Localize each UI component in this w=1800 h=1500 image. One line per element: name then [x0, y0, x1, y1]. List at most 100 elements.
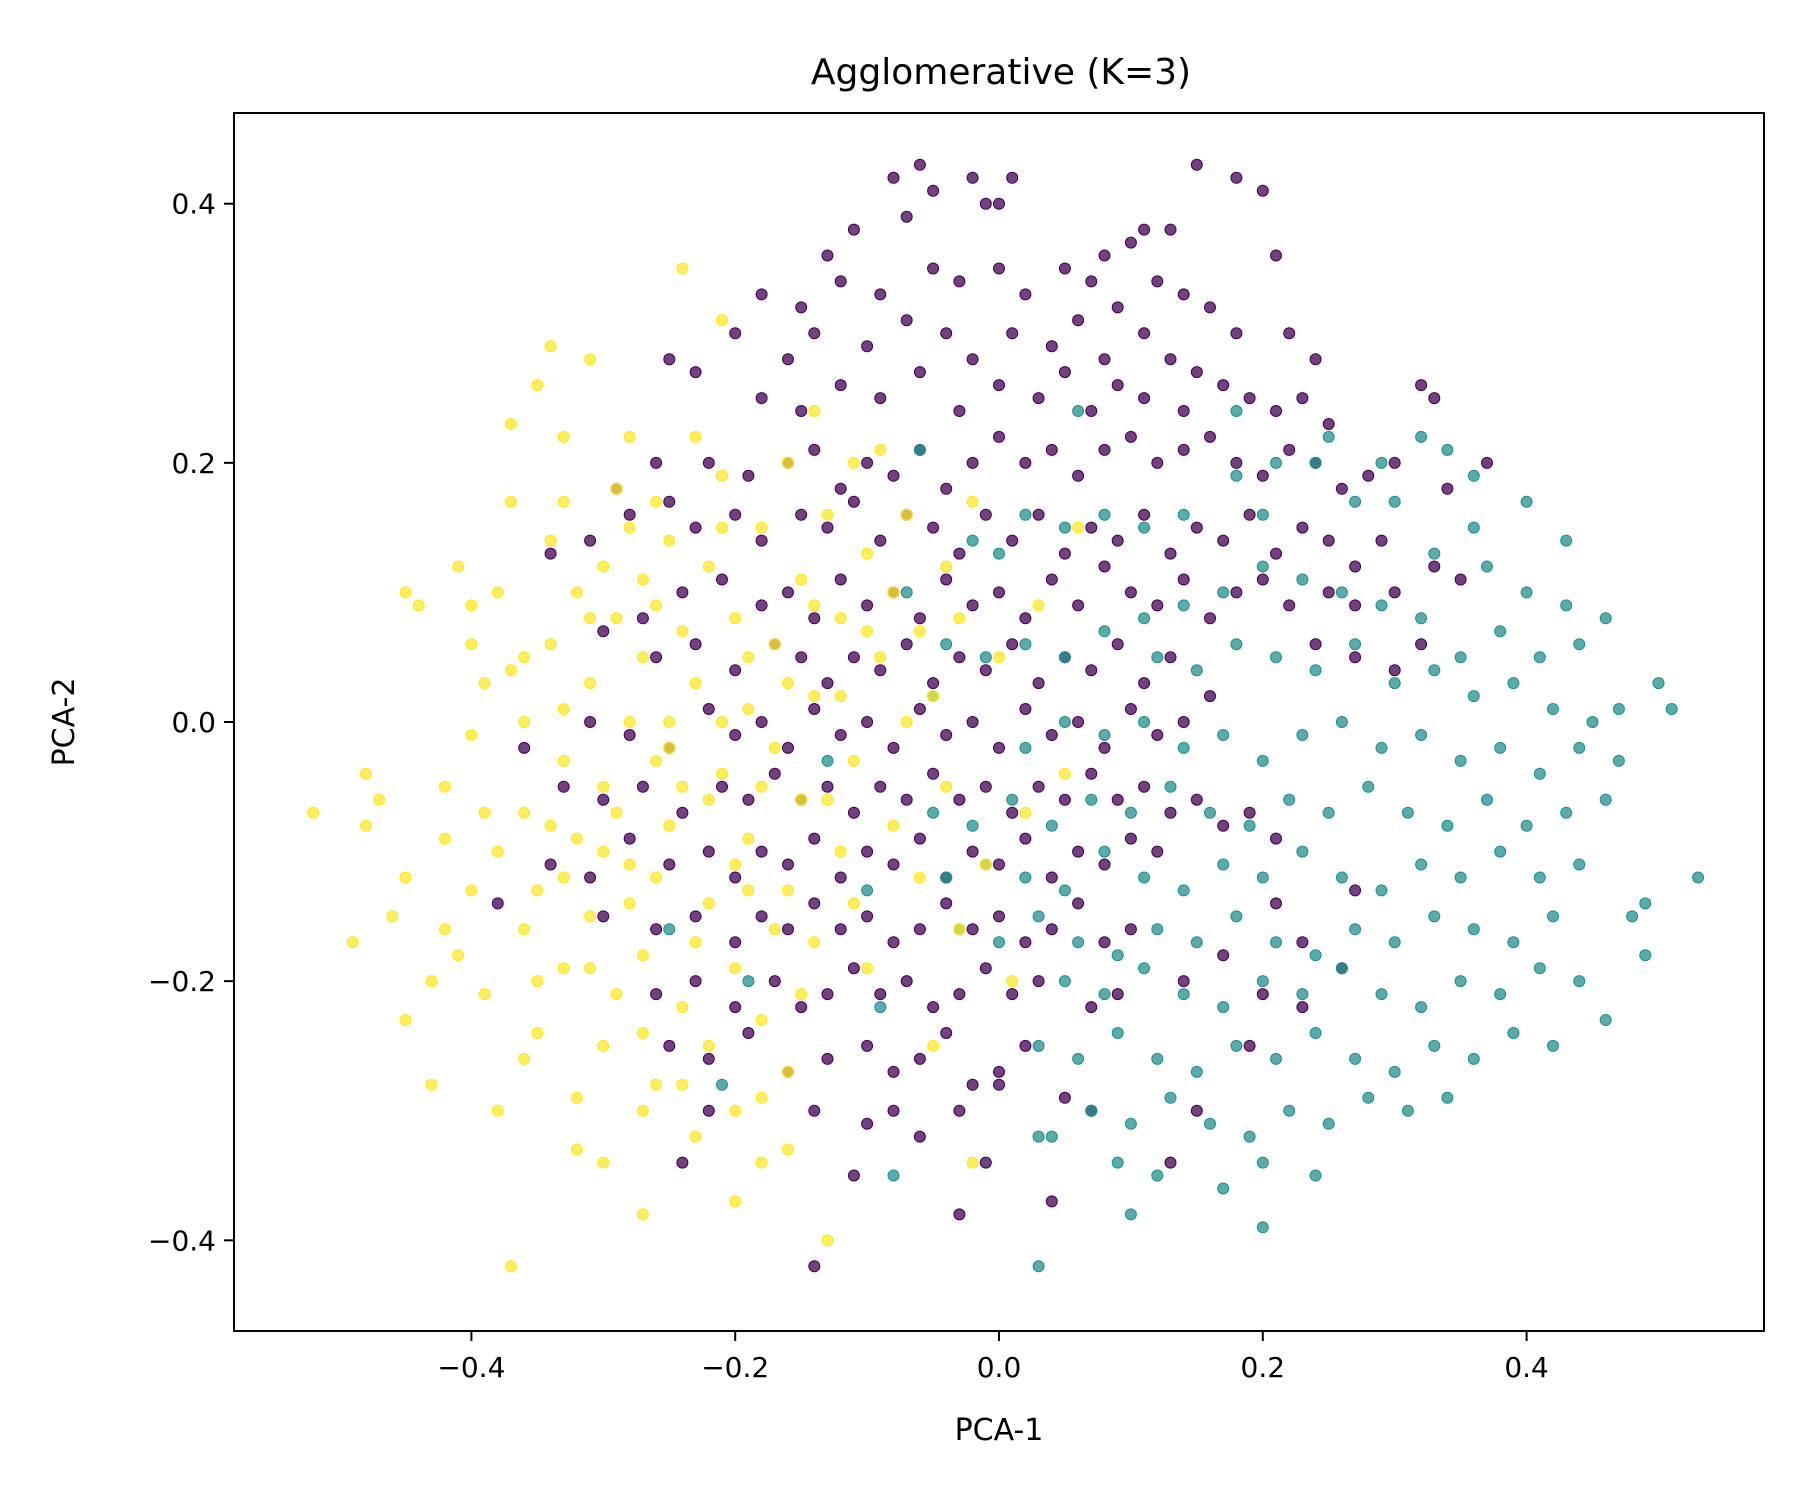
- cluster-0-point: [913, 923, 926, 936]
- points-layer: [307, 158, 1705, 1273]
- cluster-0-point: [834, 482, 847, 495]
- cluster-0-point: [1164, 223, 1177, 236]
- cluster-1-point: [1454, 754, 1467, 767]
- cluster-0-point: [1177, 443, 1190, 456]
- cluster-0-point: [1072, 845, 1085, 858]
- cluster-0-point: [755, 910, 768, 923]
- cluster-0-point: [953, 793, 966, 806]
- cluster-0-point: [1045, 443, 1058, 456]
- cluster-0-point: [874, 988, 887, 1001]
- cluster-0-point: [1085, 767, 1098, 780]
- cluster-2-point: [755, 1156, 768, 1169]
- cluster-0-point: [900, 638, 913, 651]
- cluster-0-point: [966, 353, 979, 366]
- cluster-1-point: [1428, 910, 1441, 923]
- cluster-0-point: [1098, 560, 1111, 573]
- cluster-0-point: [1138, 508, 1151, 521]
- cluster-1-point: [1270, 1052, 1282, 1065]
- cluster-0-point: [1283, 443, 1296, 456]
- cluster-0-point: [927, 262, 940, 275]
- cluster-1-point: [1230, 1039, 1243, 1052]
- cluster-2-point: [676, 1078, 689, 1091]
- cluster-0-point: [1270, 249, 1282, 262]
- cluster-1-point: [1283, 1104, 1296, 1117]
- cluster-2-point: [716, 767, 728, 780]
- cluster-0-point: [1454, 573, 1467, 586]
- cluster-1-point: [1481, 793, 1493, 806]
- cluster-2-point: [755, 521, 768, 534]
- cluster-1-point: [1428, 547, 1441, 560]
- cluster-2-point: [531, 975, 544, 988]
- cluster-1-point: [1507, 677, 1520, 690]
- cluster-2-point: [636, 573, 649, 586]
- cluster-1-point: [1098, 988, 1111, 1001]
- cluster-1-point: [1415, 729, 1428, 741]
- cluster-0-point: [808, 612, 821, 625]
- cluster-1-point: [1401, 1104, 1414, 1117]
- cluster-0-point: [1256, 184, 1269, 197]
- cluster-0-point: [1428, 392, 1441, 405]
- cluster-0-point: [927, 521, 940, 534]
- cluster-1-point: [1270, 456, 1282, 469]
- cluster-1-point: [1019, 508, 1032, 521]
- cluster-2-point: [650, 871, 663, 884]
- cluster-2-point: [729, 1104, 742, 1117]
- cluster-0-point: [623, 832, 636, 845]
- cluster-1-point: [1217, 1001, 1230, 1014]
- cluster-2-point: [847, 754, 860, 767]
- cluster-0-point: [847, 806, 860, 819]
- cluster-0-point: [1164, 353, 1177, 366]
- cluster-0-point: [1270, 832, 1282, 845]
- cluster-0-point: [847, 651, 860, 664]
- cluster-0-point: [1283, 599, 1296, 612]
- cluster-1-point: [1335, 871, 1348, 884]
- cluster-0-point: [795, 1001, 808, 1014]
- cluster-1-point: [940, 638, 953, 651]
- cluster-0-point: [1164, 651, 1177, 664]
- cluster-2-point: [636, 1027, 649, 1039]
- cluster-0-point: [729, 871, 742, 884]
- cluster-1-point: [1296, 988, 1309, 1001]
- cluster-1-point: [1454, 871, 1467, 884]
- cluster-1-point: [1520, 819, 1533, 832]
- cluster-0-point: [755, 288, 768, 301]
- cluster-0-point: [1375, 534, 1388, 547]
- cluster-0-point: [847, 1169, 860, 1182]
- cluster-0-point: [1177, 405, 1190, 417]
- cluster-0-point: [953, 405, 966, 417]
- cluster-0-point: [861, 340, 874, 353]
- cluster-2-point: [716, 469, 728, 482]
- cluster-1-point: [1375, 741, 1388, 754]
- cluster-2-point: [900, 716, 913, 728]
- cluster-2-point: [808, 599, 821, 612]
- cluster-1-point: [1098, 625, 1111, 638]
- cluster-2-point: [518, 1052, 531, 1065]
- y-axis-label: PCA-2: [47, 678, 82, 767]
- cluster-0-point: [808, 832, 821, 845]
- cluster-1-point: [1533, 962, 1546, 975]
- cluster-0-point: [663, 495, 676, 508]
- cluster-2-point: [979, 858, 992, 871]
- cluster-0-point: [1124, 586, 1137, 599]
- cluster-1-point: [1507, 936, 1520, 949]
- cluster-1-point: [1032, 1039, 1045, 1052]
- cluster-2-point: [847, 456, 860, 469]
- cluster-0-point: [782, 858, 794, 871]
- cluster-2-point: [663, 741, 676, 754]
- cluster-1-point: [1467, 690, 1480, 703]
- cluster-0-point: [1019, 703, 1032, 715]
- cluster-0-point: [1230, 327, 1243, 340]
- cluster-1-point: [821, 754, 834, 767]
- cluster-0-point: [1349, 599, 1362, 612]
- cluster-1-point: [1243, 819, 1256, 832]
- cluster-1-point: [1243, 1130, 1256, 1143]
- cluster-2-point: [768, 638, 781, 651]
- cluster-0-point: [1190, 793, 1203, 806]
- cluster-1-point: [1177, 508, 1190, 521]
- cluster-2-point: [821, 508, 834, 521]
- cluster-1-point: [1138, 612, 1151, 625]
- cluster-1-point: [1085, 793, 1098, 806]
- cluster-0-point: [1190, 158, 1203, 171]
- cluster-1-point: [1032, 910, 1045, 923]
- cluster-0-point: [900, 975, 913, 988]
